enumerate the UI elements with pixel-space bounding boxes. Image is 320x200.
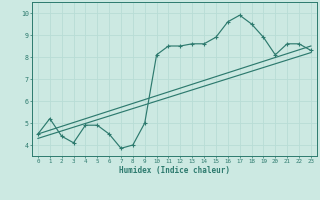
X-axis label: Humidex (Indice chaleur): Humidex (Indice chaleur) bbox=[119, 166, 230, 175]
